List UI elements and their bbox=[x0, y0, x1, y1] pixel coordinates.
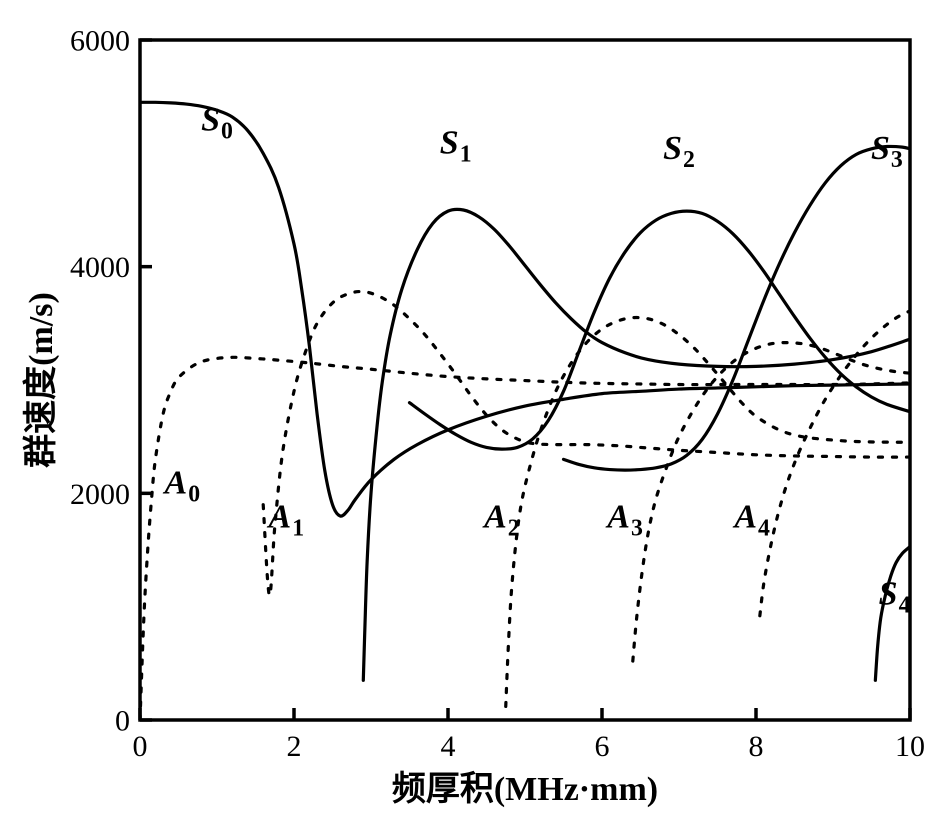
x-tick-label: 10 bbox=[895, 730, 925, 763]
x-axis-label: 频厚积(MHz·mm) bbox=[392, 770, 658, 808]
y-tick-label: 4000 bbox=[70, 251, 130, 284]
chart-container: 02468100200040006000频厚积(MHz·mm)群速度(m/s)S… bbox=[0, 0, 936, 817]
x-tick-label: 8 bbox=[749, 730, 764, 763]
y-tick-label: 2000 bbox=[70, 478, 130, 511]
dispersion-chart: 02468100200040006000频厚积(MHz·mm)群速度(m/s)S… bbox=[0, 0, 936, 817]
x-tick-label: 0 bbox=[133, 730, 148, 763]
x-tick-label: 4 bbox=[441, 730, 456, 763]
x-tick-label: 6 bbox=[595, 730, 610, 763]
y-axis-label: 群速度(m/s) bbox=[22, 292, 60, 468]
y-tick-label: 6000 bbox=[70, 25, 130, 58]
y-tick-label: 0 bbox=[115, 705, 130, 738]
x-tick-label: 2 bbox=[287, 730, 302, 763]
